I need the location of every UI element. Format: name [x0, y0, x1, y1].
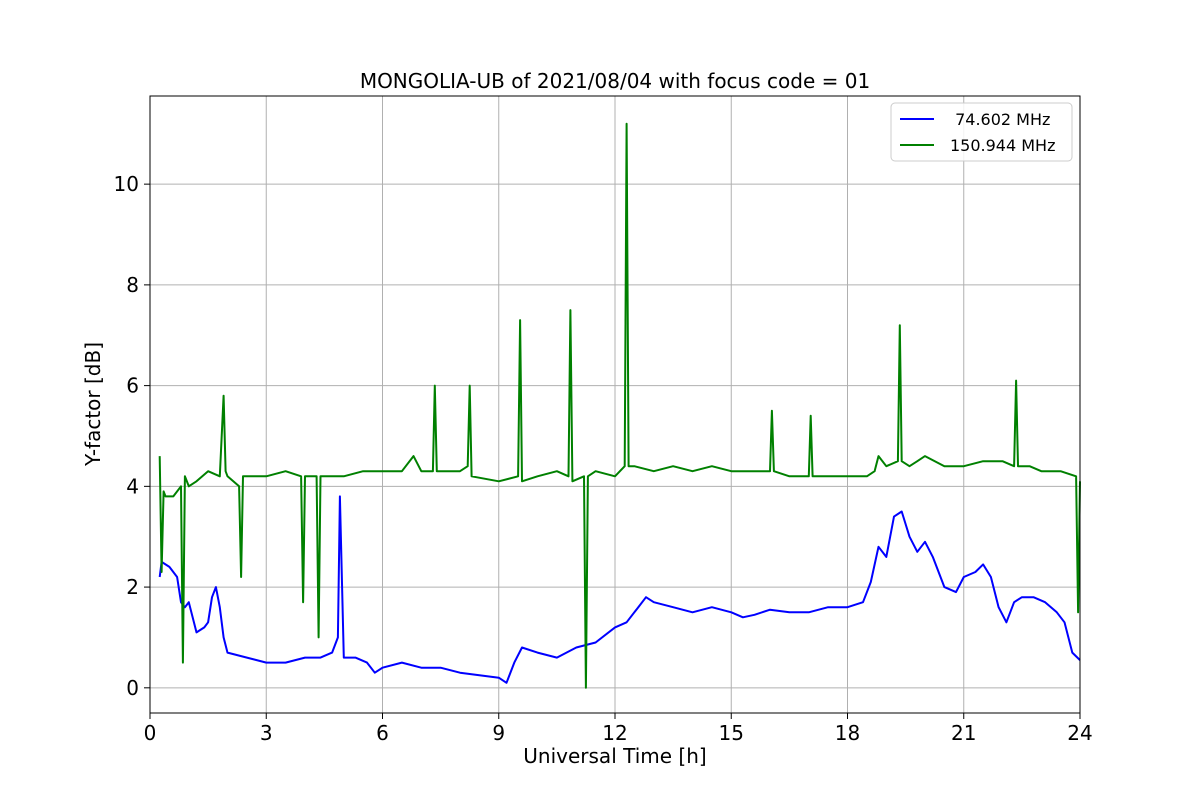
- y-tick-label: 6: [126, 374, 139, 398]
- x-tick-label: 9: [492, 721, 505, 745]
- x-tick-label: 12: [602, 721, 627, 745]
- legend-box: [890, 102, 1073, 162]
- series-layer: [158, 122, 1081, 689]
- x-tick-label: 18: [835, 721, 860, 745]
- series-line-150-944: [158, 122, 1081, 689]
- legend-label-74-602: 74.602 MHz: [950, 110, 1050, 129]
- legend: 74.602 MHz 150.944 MHz: [890, 102, 1073, 162]
- x-tick-label: 3: [260, 721, 273, 745]
- x-axis-label: Universal Time [h]: [523, 744, 706, 768]
- series-line-74-602: [158, 495, 1081, 684]
- x-tick-label: 21: [951, 721, 976, 745]
- chart-title: MONGOLIA-UB of 2021/08/04 with focus cod…: [360, 69, 870, 93]
- x-tick-label: 15: [719, 721, 744, 745]
- y-tick-label: 10: [114, 172, 139, 196]
- y-axis-label: Y-factor [dB]: [81, 342, 105, 467]
- y-tick-label: 4: [126, 474, 139, 498]
- x-tick-label: 24: [1067, 721, 1092, 745]
- x-tick-label: 0: [144, 721, 157, 745]
- legend-label-150-944: 150.944 MHz: [950, 136, 1055, 155]
- y-tick-label: 8: [126, 273, 139, 297]
- x-tick-label: 6: [376, 721, 389, 745]
- y-tick-label: 0: [126, 676, 139, 700]
- y-tick-label: 2: [126, 575, 139, 599]
